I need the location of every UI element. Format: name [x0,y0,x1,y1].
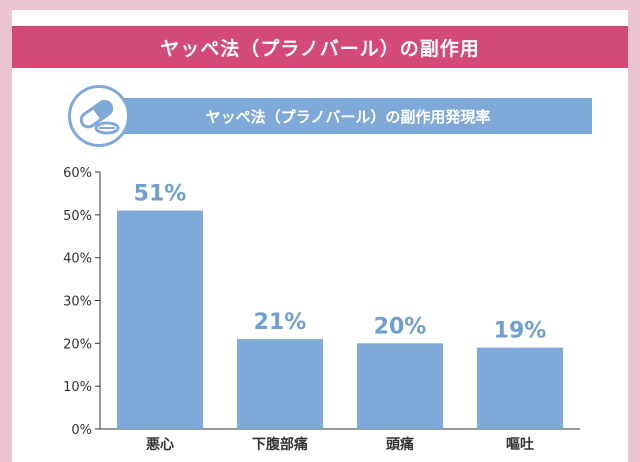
bar [477,347,563,429]
bar-value-label: 20% [374,314,427,339]
y-tick-label: 0% [71,423,92,438]
x-category-label: 嘔吐 [506,437,534,453]
y-tick-label: 20% [63,337,92,352]
x-category-label: 頭痛 [386,436,414,453]
x-category-label: 下腹部痛 [252,436,308,453]
bar [357,343,443,429]
y-tick-label: 60% [63,166,92,181]
bar [237,339,323,429]
page-title: ヤッペ法（プラノバール）の副作用 [12,26,628,68]
chart-title: ヤッペ法（プラノバール）の副作用発現率 [104,98,592,134]
bar [117,210,203,429]
bar-value-label: 19% [494,319,547,344]
x-category-label: 悪心 [146,437,174,453]
y-tick-label: 30% [63,295,92,310]
bar-value-label: 51% [134,182,187,207]
y-tick-label: 10% [63,380,92,395]
pill-capsule-icon-graphic [79,99,120,135]
bar-value-label: 21% [254,310,307,335]
y-tick-label: 40% [63,252,92,267]
y-tick-label: 50% [63,209,92,224]
pill-capsule-icon [68,85,130,147]
